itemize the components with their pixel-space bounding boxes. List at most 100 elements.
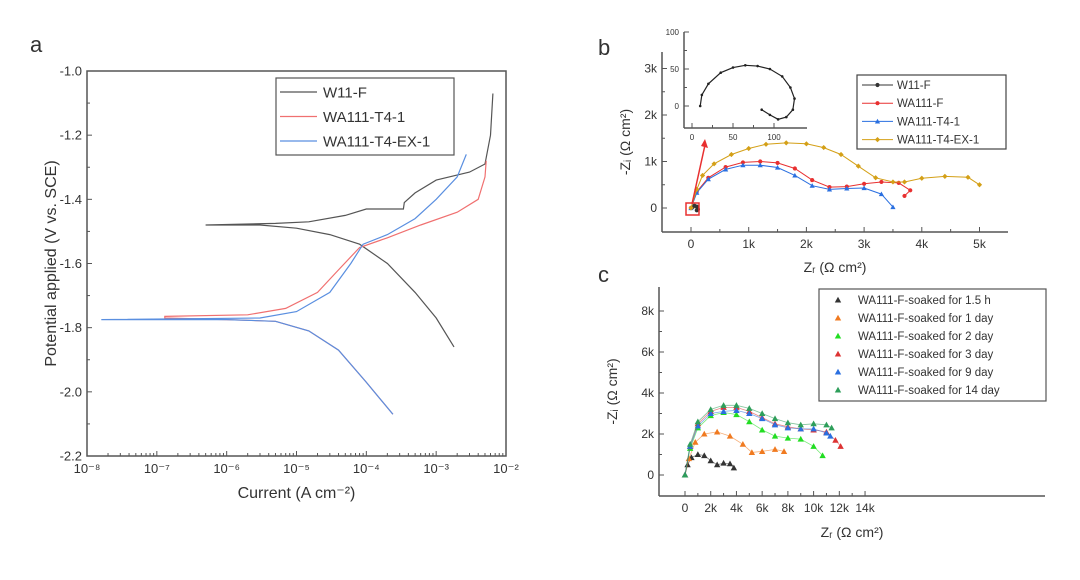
y-tick-label: 50	[670, 65, 679, 74]
panel-label-a: a	[30, 32, 43, 57]
panel-b-nyquist-chart: 0 1k 2k 3k 4k 5k 0 1k 2k 3k Zᵣ (Ω cm²) -Zᵢ (Ω cm²) 0…	[617, 28, 1008, 275]
data-point	[784, 424, 792, 431]
data-point	[713, 428, 721, 435]
data-point	[976, 182, 983, 188]
data-point	[728, 151, 734, 158]
x-tick-label: 1k	[742, 237, 756, 251]
y-tick-label: 1k	[644, 155, 658, 169]
inset-series-line	[699, 64, 796, 120]
data-point	[875, 101, 880, 106]
data-point	[803, 141, 809, 147]
data-point	[758, 159, 763, 164]
x-tick-label: 6k	[756, 501, 770, 515]
data-point	[763, 141, 769, 147]
data-point	[771, 432, 779, 439]
data-point	[701, 452, 708, 459]
data-point	[834, 350, 842, 357]
data-point	[726, 432, 734, 439]
data-point	[890, 179, 896, 185]
data-point	[711, 161, 717, 167]
data-point	[837, 443, 844, 449]
data-point	[834, 332, 842, 339]
inset-pointer-arrow	[691, 144, 706, 205]
data-point	[823, 421, 830, 428]
data-point	[908, 188, 913, 193]
y-tick-label: -1.8	[60, 320, 82, 335]
legend-label: W11-F	[897, 80, 931, 92]
data-point	[733, 411, 740, 418]
legend-label: WA111-F-soaked for 1 day	[858, 313, 994, 325]
y-tick-label: 3k	[644, 62, 658, 76]
data-point	[791, 108, 795, 111]
legend-label: WA111-T4-1	[323, 109, 405, 126]
data-point	[810, 443, 817, 449]
data-point	[688, 205, 694, 211]
data-point	[707, 457, 714, 464]
panel-c-nyquist-soaked-chart: 0 2k 4k 6k 8k 10k 12k 14k 0 2k 4k 6k 8k Zᵣ (Ω cm²) -Zᵢ…	[604, 287, 1047, 540]
x-axis-label: Zᵣ (Ω cm²)	[804, 259, 867, 275]
data-point	[785, 115, 788, 119]
data-point	[744, 64, 747, 67]
x-tick-label: 0	[690, 133, 695, 142]
y-tick-label: -1.0	[60, 64, 82, 79]
series-line-5	[684, 404, 832, 476]
y-tick-label: 6k	[641, 345, 655, 359]
data-point	[810, 420, 817, 427]
data-point	[780, 75, 784, 78]
data-point	[720, 402, 727, 408]
x-tick-label: 10⁻²	[493, 461, 519, 476]
data-point	[809, 183, 815, 188]
data-point	[828, 424, 835, 431]
x-tick-label: 12k	[830, 501, 850, 515]
x-tick-label: 0	[688, 237, 695, 251]
series-line-2	[101, 154, 467, 415]
x-tick-label: 10⁻⁵	[283, 461, 310, 476]
data-point	[758, 410, 766, 417]
data-point	[780, 448, 788, 454]
legend-label: WA111-F-soaked for 1.5 h	[858, 295, 991, 307]
data-point	[698, 104, 702, 108]
series-line-2	[684, 412, 823, 476]
data-point	[771, 446, 779, 452]
y-tick-label: 0	[650, 201, 657, 215]
data-point	[733, 407, 740, 413]
data-point	[874, 118, 881, 124]
data-point	[901, 179, 908, 185]
data-point	[919, 175, 925, 181]
panel-label-c: c	[598, 262, 609, 287]
data-point	[797, 435, 804, 442]
data-point	[746, 418, 753, 425]
data-point	[758, 448, 766, 454]
legend-label: WA111-T4-EX-1	[897, 135, 979, 147]
legend-label: WA111-T4-EX-1	[323, 134, 430, 151]
legend-label: WA111-F-soaked for 14 day	[858, 385, 1000, 397]
y-tick-label: 100	[666, 28, 680, 37]
x-tick-label: 8k	[782, 501, 796, 515]
data-point	[720, 459, 727, 466]
data-point	[834, 296, 842, 303]
data-point	[784, 419, 792, 426]
data-point	[879, 179, 884, 185]
y-axis-label: -Zᵢ (Ω cm²)	[617, 109, 633, 175]
data-point	[694, 186, 700, 192]
x-tick-label: 3k	[858, 237, 872, 251]
data-point	[834, 386, 842, 393]
series-line-0	[684, 454, 735, 476]
y-axis-label: Potential applied (V vs. SCE)	[43, 160, 60, 366]
series-line-2	[690, 164, 894, 209]
series-line-3	[690, 142, 980, 209]
data-point	[768, 113, 772, 117]
x-tick-label: 2k	[800, 237, 814, 251]
data-point	[965, 174, 971, 180]
y-tick-label: -2.2	[60, 449, 82, 464]
data-point	[874, 137, 881, 143]
data-point	[862, 181, 867, 186]
legend-label: WA111-F-soaked for 2 day	[858, 331, 994, 343]
legend-box	[818, 288, 1047, 402]
y-axis-label: -Zᵢ (Ω cm²)	[604, 358, 620, 424]
legend: W11-F WA111-F WA111-T4-1 WA111-T4-EX-1	[856, 74, 1007, 150]
data-point	[699, 172, 706, 179]
y-tick-label: -2.0	[60, 384, 82, 399]
data-point	[700, 93, 704, 97]
